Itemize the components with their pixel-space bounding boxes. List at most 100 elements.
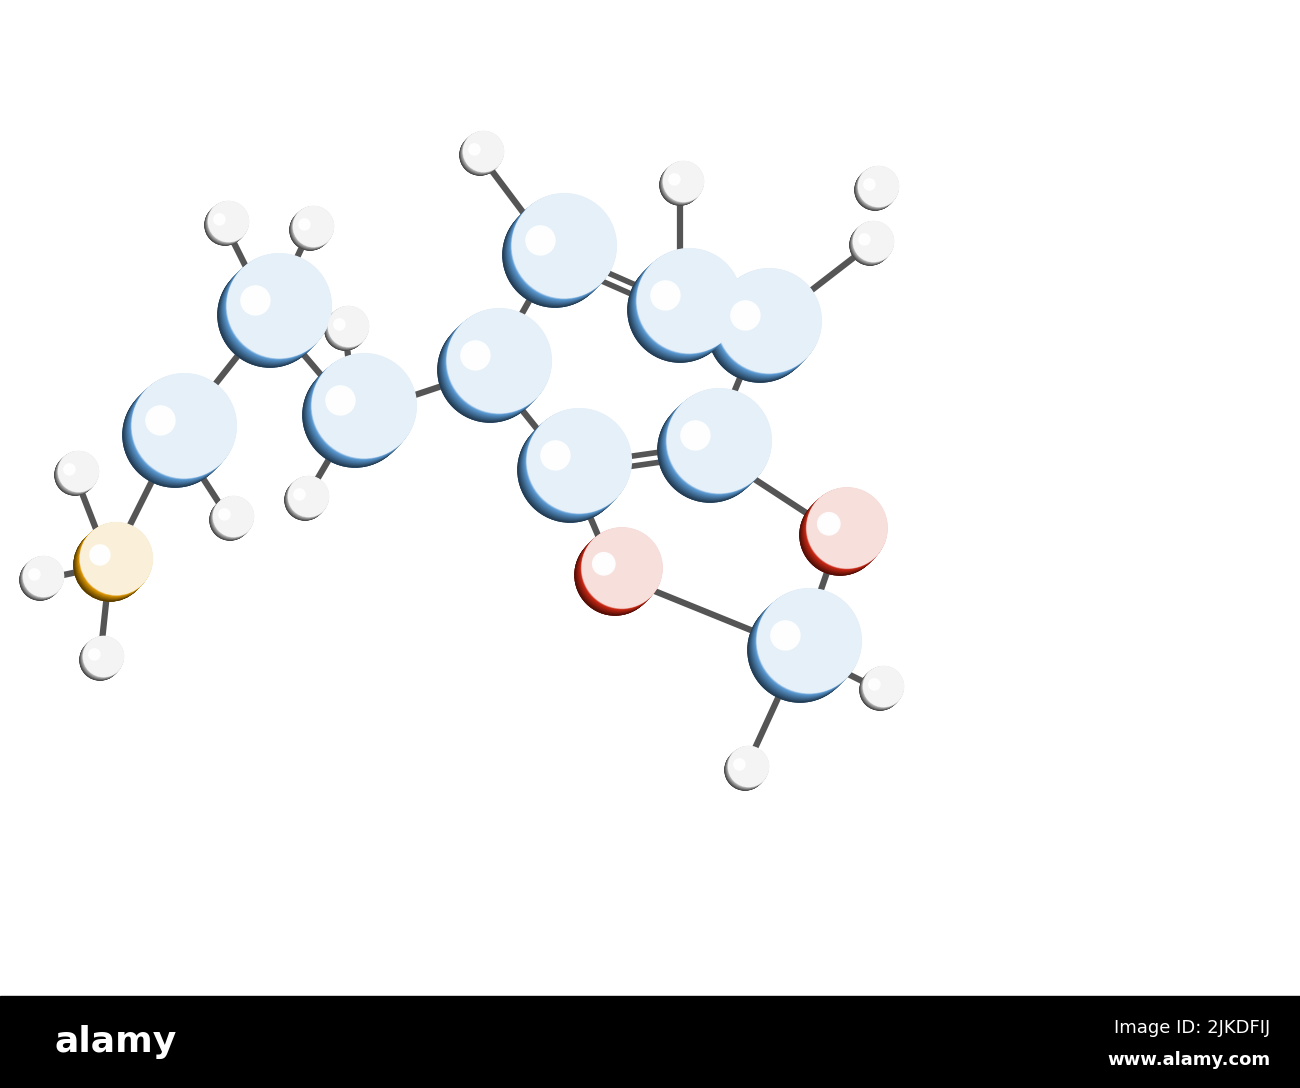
Circle shape [772, 622, 828, 678]
Circle shape [784, 634, 815, 666]
Circle shape [727, 749, 767, 788]
Circle shape [261, 307, 278, 323]
Circle shape [64, 463, 75, 475]
Circle shape [728, 753, 762, 787]
Circle shape [299, 220, 321, 240]
Circle shape [867, 183, 883, 197]
Circle shape [295, 490, 304, 499]
Circle shape [671, 175, 689, 195]
Circle shape [861, 670, 900, 710]
Circle shape [757, 590, 861, 693]
Circle shape [861, 235, 868, 244]
Circle shape [298, 493, 312, 507]
Circle shape [738, 764, 751, 777]
Circle shape [540, 239, 571, 271]
Circle shape [213, 497, 254, 537]
Circle shape [653, 283, 679, 309]
Circle shape [852, 224, 892, 263]
Circle shape [100, 555, 103, 558]
Circle shape [222, 222, 227, 227]
Circle shape [135, 395, 214, 474]
Circle shape [736, 306, 784, 355]
Circle shape [471, 146, 489, 164]
Circle shape [226, 255, 330, 359]
Circle shape [667, 390, 771, 494]
Circle shape [688, 428, 732, 472]
Circle shape [666, 296, 694, 324]
Circle shape [710, 276, 814, 380]
Circle shape [472, 146, 478, 153]
Circle shape [130, 376, 234, 480]
Circle shape [671, 176, 689, 194]
Circle shape [824, 519, 836, 531]
Circle shape [575, 535, 655, 615]
Circle shape [871, 186, 879, 194]
Circle shape [343, 329, 346, 332]
Circle shape [218, 263, 322, 367]
Circle shape [220, 220, 230, 231]
Circle shape [872, 187, 879, 194]
Circle shape [874, 683, 887, 696]
Circle shape [667, 407, 753, 493]
Circle shape [208, 201, 248, 242]
Circle shape [736, 762, 754, 779]
Circle shape [75, 528, 147, 599]
Circle shape [636, 249, 740, 354]
Circle shape [478, 358, 502, 382]
Circle shape [630, 255, 734, 359]
Circle shape [216, 215, 234, 234]
Circle shape [863, 667, 903, 707]
Circle shape [654, 284, 706, 336]
Circle shape [868, 679, 892, 702]
Circle shape [803, 492, 883, 572]
Circle shape [819, 514, 862, 556]
Circle shape [81, 640, 120, 680]
Circle shape [824, 519, 855, 551]
Circle shape [329, 313, 361, 347]
Circle shape [82, 537, 138, 593]
Circle shape [750, 595, 854, 700]
Circle shape [332, 316, 359, 344]
Circle shape [811, 506, 870, 565]
Circle shape [850, 224, 891, 264]
Circle shape [864, 675, 896, 705]
Circle shape [541, 242, 569, 269]
Circle shape [868, 183, 872, 187]
Circle shape [30, 570, 39, 579]
Circle shape [862, 668, 902, 707]
Circle shape [205, 205, 246, 245]
Circle shape [65, 465, 84, 485]
Circle shape [861, 670, 900, 710]
Circle shape [292, 207, 333, 247]
Circle shape [863, 666, 903, 706]
Circle shape [446, 311, 550, 415]
Circle shape [751, 321, 768, 338]
Circle shape [800, 495, 880, 574]
Circle shape [296, 217, 324, 244]
Circle shape [290, 210, 330, 250]
Circle shape [23, 557, 64, 596]
Circle shape [312, 372, 398, 458]
Circle shape [858, 168, 897, 208]
Circle shape [506, 201, 610, 305]
Circle shape [92, 548, 108, 562]
Circle shape [664, 295, 696, 325]
Circle shape [755, 325, 766, 335]
Circle shape [26, 566, 55, 594]
Circle shape [523, 413, 627, 518]
Circle shape [727, 297, 793, 363]
Circle shape [60, 459, 90, 491]
Circle shape [580, 531, 659, 610]
Circle shape [439, 317, 543, 421]
Circle shape [61, 461, 88, 489]
Circle shape [820, 515, 861, 555]
Circle shape [462, 134, 502, 174]
Circle shape [801, 494, 881, 573]
Circle shape [91, 652, 99, 658]
Circle shape [469, 144, 491, 166]
Circle shape [663, 162, 703, 201]
Circle shape [473, 354, 481, 361]
Circle shape [74, 473, 77, 477]
Circle shape [549, 248, 562, 262]
Circle shape [776, 626, 824, 675]
